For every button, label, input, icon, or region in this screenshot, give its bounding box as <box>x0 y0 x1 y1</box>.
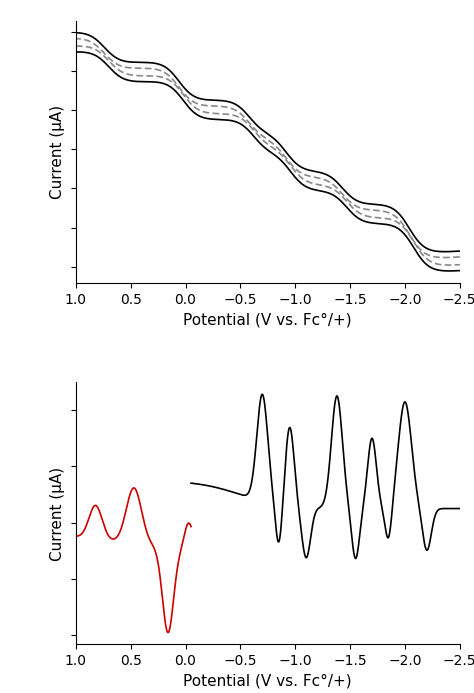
Y-axis label: Current (μA): Current (μA) <box>50 105 65 199</box>
Y-axis label: Current (μA): Current (μA) <box>50 466 65 561</box>
X-axis label: Potential (V vs. Fc°/+): Potential (V vs. Fc°/+) <box>183 312 352 327</box>
X-axis label: Potential (V vs. Fc°/+): Potential (V vs. Fc°/+) <box>183 674 352 689</box>
